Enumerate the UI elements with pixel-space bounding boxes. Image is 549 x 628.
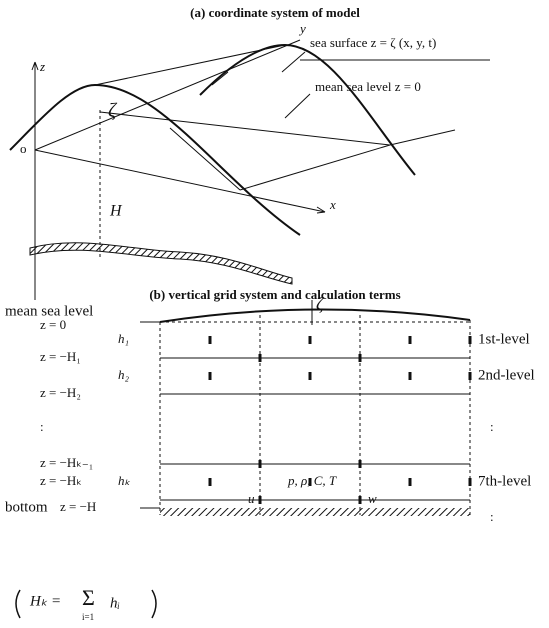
formula-lower: i=1 <box>82 612 94 622</box>
level-label: z = −H₂ <box>40 385 81 400</box>
level-label: : <box>40 419 44 434</box>
formula-lhs: Hₖ = <box>29 593 61 609</box>
level-name: : <box>490 419 494 434</box>
level-name: 1st-level <box>478 331 530 347</box>
sea-surface-label: sea surface z = ζ (x, y, t) <box>310 35 436 50</box>
axis-label: z <box>39 59 45 74</box>
level-label: z = −H <box>60 499 96 514</box>
level-label: z = −Hₖ <box>40 473 82 488</box>
thickness-label: h₂ <box>118 367 130 382</box>
depth-label: H <box>109 203 123 220</box>
mean-sea-level-label: mean sea level z = 0 <box>315 79 421 94</box>
formula-term: hᵢ <box>110 595 120 611</box>
level-label: z = −Hₖ₋₁ <box>40 455 93 470</box>
thickness-label: hₖ <box>118 473 131 488</box>
axis-label: y <box>298 21 306 36</box>
thickness-label: h₁ <box>118 331 129 346</box>
level-name: : <box>490 509 494 524</box>
level-name: 7th-level <box>478 473 531 489</box>
level-name: 2nd-level <box>478 367 535 383</box>
formula-sigma: Σ <box>82 585 95 610</box>
level-label: z = 0 <box>40 317 66 332</box>
u-label: u <box>248 491 255 506</box>
panel-title: (b) vertical grid system and calculation… <box>149 287 400 302</box>
zeta-label: ζ <box>108 100 118 122</box>
axis-label: x <box>329 197 336 212</box>
panel-title: (a) coordinate system of model <box>190 5 360 20</box>
level-label: z = −H₁ <box>40 349 81 364</box>
origin-label: o <box>20 141 27 156</box>
figure: (a) coordinate system of model z y x o ζ… <box>0 0 549 628</box>
variables-label: p, ρ, C, T <box>287 473 337 488</box>
bottom-label: bottom <box>5 499 48 515</box>
w-label: w <box>368 491 377 506</box>
